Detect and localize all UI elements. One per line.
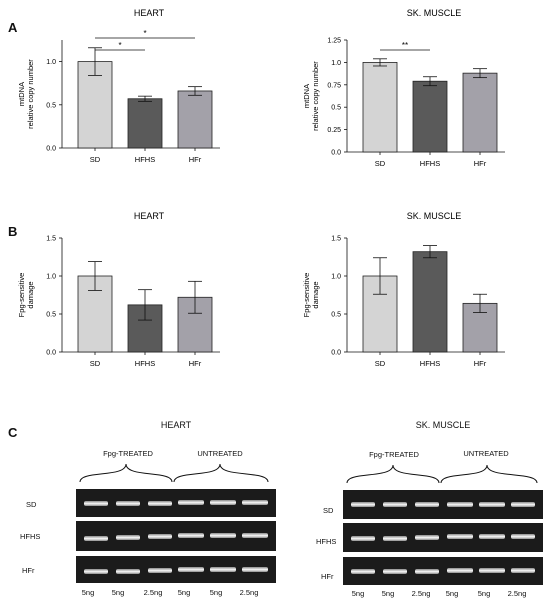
x-tick-label: HFHS <box>135 155 155 164</box>
y-tick-label: 0.25 <box>327 127 341 134</box>
y-tick-label: 1.25 <box>327 38 341 45</box>
gel-row-label: HFHS <box>316 537 337 546</box>
gel-lane-label: 2.5ng <box>143 588 163 597</box>
y-axis-label-line: damage <box>311 281 320 308</box>
gel-row-hfhs <box>76 521 276 551</box>
x-tick-label: SD <box>90 359 101 368</box>
y-axis-label: mtDNArelative copy number <box>17 59 35 129</box>
y-axis-label: mtDNArelative copy number <box>302 61 320 131</box>
bar-hfr <box>462 72 498 153</box>
gel-row-hfhs <box>343 523 543 552</box>
chart-title: SK. MUSCLE <box>407 211 462 221</box>
y-tick-label: 0.0 <box>46 146 56 153</box>
chart-title: SK. MUSCLE <box>407 8 462 18</box>
x-tick-label: HFr <box>189 359 202 368</box>
panel-letter-c: C <box>8 425 18 440</box>
y-tick-label: 0.75 <box>327 82 341 89</box>
significance-marker: * <box>118 41 121 50</box>
gel-lane-label: 5ng <box>209 588 223 597</box>
panel-letter-a: A <box>8 20 18 35</box>
gel-lane-label: 2.5ng <box>411 589 431 598</box>
x-tick-label: HFHS <box>135 359 155 368</box>
gel-group-label: Fpg-TREATED <box>103 449 153 458</box>
chart-muscle-mtdna: SK. MUSCLE mtDNArelative copy number 0.0 0.… <box>302 8 505 168</box>
gel-row-label: HFr <box>22 566 35 575</box>
y-axis-label-line: Fpg-sensitive <box>17 273 26 318</box>
bar-sd <box>77 275 113 353</box>
y-axis-label-line: mtDNA <box>302 84 311 108</box>
y-axis-label-line: Fpg-sensitive <box>302 273 311 318</box>
gel-row-sd <box>76 489 276 517</box>
x-tick-label: SD <box>375 159 386 168</box>
y-tick-label: 1.0 <box>331 60 341 67</box>
gel-lane-label: 5ng <box>351 589 365 598</box>
bar-sd <box>362 62 398 153</box>
y-tick-label: 0.5 <box>331 312 341 319</box>
gel-row-label: HFr <box>321 572 334 581</box>
y-tick-label: 1.5 <box>331 236 341 243</box>
gel-lane-label: 5ng <box>111 588 125 597</box>
x-tick-label: HFr <box>474 359 487 368</box>
y-tick-label: 0.5 <box>331 105 341 112</box>
chart-title: HEART <box>134 211 165 221</box>
gel-row-label: SD <box>323 506 334 515</box>
gel-lane-label: 5ng <box>381 589 395 598</box>
y-tick-label: 1.5 <box>46 236 56 243</box>
chart-heart-mtdna: HEART mtDNArelative copy number 0.0 0.5 1.0 S… <box>17 8 220 164</box>
gel-lane-label: 5ng <box>477 589 491 598</box>
y-tick-label: 0.5 <box>46 312 56 319</box>
x-tick-label: SD <box>375 359 386 368</box>
x-tick-label: SD <box>90 155 101 164</box>
gel-group-label: Fpg-TREATED <box>369 450 419 459</box>
panel-letter-b: B <box>8 224 18 239</box>
chart-title: HEART <box>134 8 165 18</box>
significance-marker: ** <box>402 41 408 50</box>
gel-title: SK. MUSCLE <box>415 420 471 430</box>
y-axis-label-line: relative copy number <box>26 59 35 129</box>
gel-lane-label: 2.5ng <box>239 588 259 597</box>
x-tick-label: HFHS <box>420 359 440 368</box>
bar-hfr <box>177 90 213 149</box>
gel-brackets <box>346 464 538 484</box>
significance-marker: * <box>143 29 146 38</box>
x-tick-label: HFr <box>474 159 487 168</box>
gel-lane-label: 5ng <box>177 588 191 597</box>
y-tick-label: 1.0 <box>46 59 56 66</box>
bar-hfhs <box>412 80 448 153</box>
gel-group-label: UNTREATED <box>197 449 243 458</box>
gel-brackets <box>79 463 269 483</box>
y-tick-label: 0.0 <box>46 350 56 357</box>
y-tick-label: 0.5 <box>46 102 56 109</box>
y-axis-label-line: mtDNA <box>17 82 26 106</box>
y-axis-label-line: relative copy number <box>311 61 320 131</box>
gel-lane-label: 2.5ng <box>507 589 527 598</box>
gel-row-hfr <box>76 556 276 583</box>
y-tick-label: 1.0 <box>331 274 341 281</box>
chart-muscle-fpg: SK. MUSCLE Fpg-sensitivedamage 0.0 0.5 1.0 1.… <box>302 211 505 368</box>
y-tick-label: 0.0 <box>331 350 341 357</box>
gel-row-hfr <box>343 557 543 585</box>
x-tick-label: HFHS <box>420 159 440 168</box>
gel-row-sd <box>343 490 543 519</box>
y-tick-label: 0.0 <box>331 150 341 157</box>
x-tick-label: HFr <box>189 155 202 164</box>
gel-row-label: SD <box>26 500 37 509</box>
gel-row-label: HFHS <box>20 532 41 541</box>
bar-sd <box>77 61 113 149</box>
gel-lane-label: 5ng <box>445 589 459 598</box>
bar-hfhs <box>127 98 163 149</box>
bar-hfhs <box>412 251 448 353</box>
y-axis-label: Fpg-sensitivedamage <box>302 273 320 318</box>
y-axis-label-line: damage <box>26 281 35 308</box>
y-tick-label: 1.0 <box>46 274 56 281</box>
gel-group-label: UNTREATED <box>463 449 509 458</box>
y-axis-label: Fpg-sensitivedamage <box>17 273 35 318</box>
gel-lane-label: 5ng <box>81 588 95 597</box>
gel-title: HEART <box>160 420 192 430</box>
chart-heart-fpg: HEART Fpg-sensitivedamage 0.0 0.5 1.0 1.5 SD HF… <box>17 211 220 368</box>
